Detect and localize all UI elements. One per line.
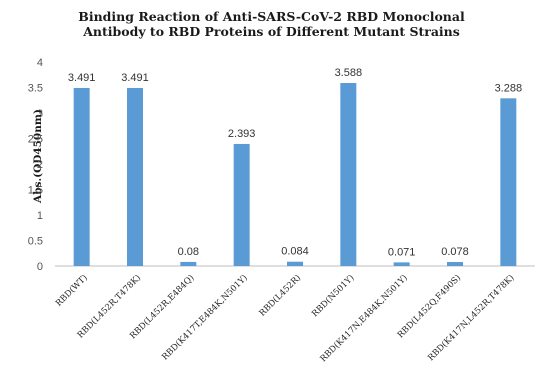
bar (500, 98, 517, 266)
bar (287, 261, 303, 266)
y-tick-label: 2.5 (28, 134, 43, 146)
data-label: 3.491 (121, 72, 149, 84)
y-tick-label: 3.5 (28, 83, 43, 95)
y-tick-label: 0.5 (28, 236, 43, 248)
data-label: 3.588 (335, 67, 363, 79)
y-tick-label: 0 (37, 261, 43, 273)
x-tick-label: RBD(L452R) (257, 272, 303, 318)
chart-title-line-2: Antibody to RBD Proteins of Different Mu… (83, 24, 460, 39)
bar (447, 262, 463, 266)
chart-title: Binding Reaction of Anti-SARS-CoV-2 RBD … (0, 9, 543, 39)
bar (180, 261, 197, 266)
bar (393, 262, 410, 266)
bar (127, 87, 143, 266)
x-tick-label: RBD(N501Y) (310, 272, 357, 319)
data-label: 0.078 (441, 246, 469, 258)
x-tick-label: RBD(K417N,L452R,T478K) (426, 272, 517, 363)
y-tick-label: 1 (37, 210, 43, 222)
data-label: 3.288 (495, 82, 523, 94)
y-tick-label: 3 (37, 108, 43, 120)
bar (340, 83, 357, 267)
chart-title-line-1: Binding Reaction of Anti-SARS-CoV-2 RBD … (78, 9, 465, 24)
data-label: 3.491 (68, 72, 96, 84)
data-label: 0.08 (178, 246, 199, 258)
y-tick-label: 1.5 (28, 185, 43, 197)
x-tick-label: RBD(K417T,E484K,N501Y) (160, 272, 250, 362)
data-label: 0.084 (281, 246, 309, 258)
x-tick-label: RBD(K417N,E484K,N501Y) (318, 272, 410, 364)
bar (73, 87, 90, 266)
data-label: 0.071 (388, 246, 416, 258)
y-tick-label: 4 (37, 57, 43, 69)
y-tick-label: 2 (37, 159, 43, 171)
bar (233, 143, 250, 266)
x-tick-label: RBD(WT) (53, 272, 89, 308)
data-label: 2.393 (228, 128, 256, 140)
